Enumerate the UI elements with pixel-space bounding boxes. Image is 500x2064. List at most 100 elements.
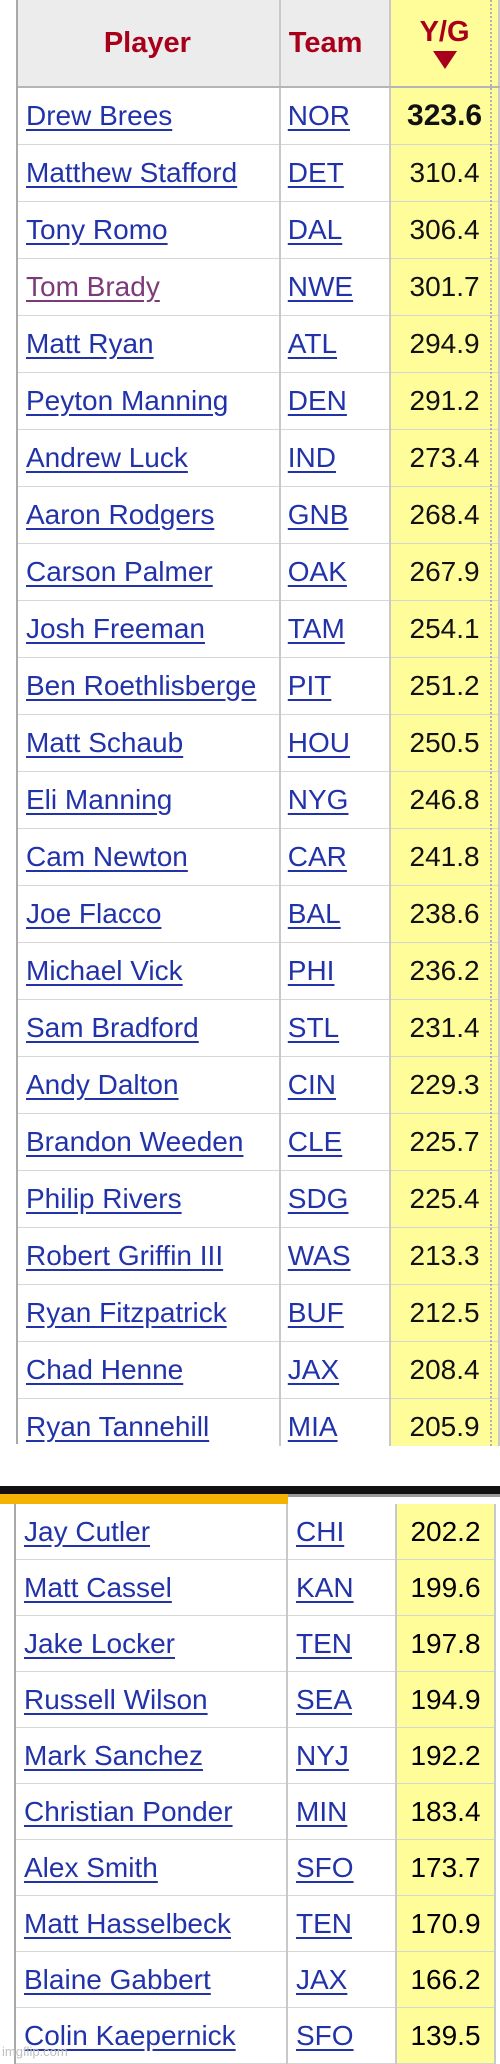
team-link[interactable]: MIA <box>287 1411 338 1442</box>
team-cell: TEN <box>287 1615 397 1672</box>
player-link[interactable]: Joe Flacco <box>26 898 162 929</box>
team-link[interactable]: NOR <box>287 100 351 131</box>
team-link[interactable]: MIN <box>296 1795 348 1827</box>
yards-per-game-cell: 225.7 <box>390 1113 500 1171</box>
team-link[interactable]: CHI <box>296 1515 345 1547</box>
table-row: Sam Bradford STL 231.4 <box>16 999 500 1057</box>
player-link[interactable]: Philip Rivers <box>26 1183 182 1214</box>
yards-per-game-cell: 225.4 <box>390 1170 500 1228</box>
team-link[interactable]: CIN <box>287 1069 337 1100</box>
player-link[interactable]: Matt Hasselbeck <box>24 1907 231 1939</box>
team-link[interactable]: SDG <box>287 1183 349 1214</box>
player-link[interactable]: Josh Freeman <box>26 613 205 644</box>
team-link[interactable]: TEN <box>296 1627 352 1659</box>
team-link[interactable]: PHI <box>287 955 335 986</box>
player-cell: Andrew Luck <box>16 429 281 487</box>
team-link[interactable]: JAX <box>296 1963 348 1995</box>
team-link[interactable]: DEN <box>287 385 347 416</box>
player-link[interactable]: Blaine Gabbert <box>24 1963 211 1995</box>
team-link[interactable]: SFO <box>296 2019 354 2051</box>
player-link[interactable]: Alex Smith <box>24 1851 158 1883</box>
team-link[interactable]: DAL <box>287 214 343 245</box>
team-link[interactable]: IND <box>287 442 337 473</box>
team-link[interactable]: NWE <box>287 271 354 302</box>
team-link[interactable]: DET <box>287 157 344 188</box>
team-link[interactable]: CAR <box>287 841 347 872</box>
table-row: Alex Smith SFO 173.7 <box>14 1839 496 1896</box>
team-link[interactable]: WAS <box>287 1240 351 1271</box>
team-link[interactable]: OAK <box>287 556 347 587</box>
player-link[interactable]: Peyton Manning <box>26 385 229 416</box>
player-link[interactable]: Brandon Weeden <box>26 1126 244 1157</box>
table-row: Ryan Fitzpatrick BUF 212.5 <box>16 1284 500 1342</box>
team-link[interactable]: HOU <box>287 727 351 758</box>
team-link[interactable]: TEN <box>296 1907 352 1939</box>
team-cell: DEN <box>279 372 392 430</box>
player-column-header[interactable]: Player <box>16 0 281 88</box>
table-row: Philip Rivers SDG 225.4 <box>16 1170 500 1228</box>
player-link[interactable]: Andy Dalton <box>26 1069 179 1100</box>
player-link[interactable]: Andrew Luck <box>26 442 188 473</box>
team-link[interactable]: SFO <box>296 1851 354 1883</box>
player-link[interactable]: Jake Locker <box>24 1627 175 1659</box>
table-row: Blaine Gabbert JAX 166.2 <box>14 1951 496 2008</box>
team-link[interactable]: PIT <box>287 670 332 701</box>
team-link[interactable]: ATL <box>287 328 338 359</box>
player-link[interactable]: Matthew Stafford <box>26 157 238 188</box>
yards-per-game-column-header[interactable]: Y/G <box>390 0 500 88</box>
player-link[interactable]: Ryan Fitzpatrick <box>26 1297 227 1328</box>
yards-per-game-cell: 231.4 <box>390 999 500 1057</box>
player-link[interactable]: Tony Romo <box>26 214 168 245</box>
team-cell: NYG <box>279 771 392 829</box>
team-link[interactable]: BAL <box>287 898 341 929</box>
yards-per-game-cell: 170.9 <box>396 1895 496 1952</box>
player-link[interactable]: Matt Schaub <box>26 727 184 758</box>
player-link[interactable]: Carson Palmer <box>26 556 213 587</box>
team-link[interactable]: NYJ <box>296 1739 349 1771</box>
team-link[interactable]: CLE <box>287 1126 343 1157</box>
player-cell: Brandon Weeden <box>16 1113 281 1171</box>
team-link[interactable]: KAN <box>296 1571 354 1603</box>
player-link[interactable]: Sam Bradford <box>26 1012 199 1043</box>
player-link[interactable]: Russell Wilson <box>24 1683 208 1715</box>
player-link[interactable]: Cam Newton <box>26 841 188 872</box>
table-left-border <box>14 1504 16 2064</box>
player-link[interactable]: Tom Brady <box>26 271 160 302</box>
team-link[interactable]: TAM <box>287 613 345 644</box>
team-cell: WAS <box>279 1227 392 1285</box>
player-link[interactable]: Drew Brees <box>26 100 173 131</box>
player-link[interactable]: Jay Cutler <box>24 1515 151 1547</box>
table-row: Drew Brees NOR 323.6 <box>16 87 500 145</box>
player-cell: Matt Hasselbeck <box>14 1895 288 1952</box>
team-link[interactable]: GNB <box>287 499 349 530</box>
player-link[interactable]: Mark Sanchez <box>24 1739 203 1771</box>
table-row: Andrew Luck IND 273.4 <box>16 429 500 487</box>
team-link[interactable]: STL <box>287 1012 340 1043</box>
player-cell: Cam Newton <box>16 828 281 886</box>
table-row: Matthew Stafford DET 310.4 <box>16 144 500 202</box>
team-link[interactable]: JAX <box>287 1354 340 1385</box>
team-column-header[interactable]: Team <box>279 0 392 88</box>
yards-per-game-cell: 291.2 <box>390 372 500 430</box>
table-row: Matt Ryan ATL 294.9 <box>16 315 500 373</box>
player-link[interactable]: Eli Manning <box>26 784 173 815</box>
player-link[interactable]: Ben Roethlisberge <box>26 670 257 701</box>
team-cell: SFO <box>287 1839 397 1896</box>
player-link[interactable]: Matt Ryan <box>26 328 154 359</box>
team-link[interactable]: NYG <box>287 784 349 815</box>
player-link[interactable]: Matt Cassel <box>24 1571 172 1603</box>
player-link[interactable]: Aaron Rodgers <box>26 499 215 530</box>
team-cell: PIT <box>279 657 392 715</box>
table-row: Josh Freeman TAM 254.1 <box>16 600 500 658</box>
player-link[interactable]: Christian Ponder <box>24 1795 233 1827</box>
player-link[interactable]: Ryan Tannehill <box>26 1411 210 1442</box>
player-link[interactable]: Colin Kaepernick <box>24 2019 236 2051</box>
yards-per-game-cell: 241.8 <box>390 828 500 886</box>
team-link[interactable]: SEA <box>296 1683 353 1715</box>
team-cell: SFO <box>287 2007 397 2064</box>
player-link[interactable]: Robert Griffin III <box>26 1240 224 1271</box>
player-link[interactable]: Chad Henne <box>26 1354 184 1385</box>
table-row: Andy Dalton CIN 229.3 <box>16 1056 500 1114</box>
player-link[interactable]: Michael Vick <box>26 955 183 986</box>
team-link[interactable]: BUF <box>287 1297 344 1328</box>
